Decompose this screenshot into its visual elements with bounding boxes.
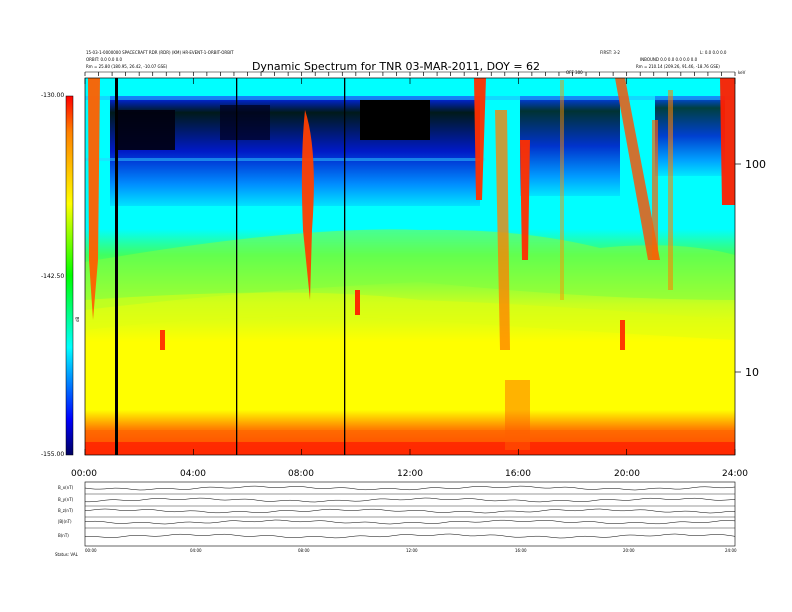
y-tick-100: 100	[745, 158, 766, 171]
colorbar-tick-bottom: -155.00	[41, 451, 65, 458]
x-tick-1600: 16:00	[505, 469, 531, 479]
mag-trace	[85, 497, 736, 503]
mag-panel-label-b: B(nT)	[58, 533, 69, 538]
mag-x-tick-1200: 12:00	[406, 548, 418, 553]
header-right-line-1: FIRST: 3-2	[600, 50, 620, 55]
colorbar-tick-mid: -142.50	[41, 273, 65, 280]
mag-panel-label-by: B_y(nT)	[58, 497, 74, 502]
header-right-line-4: Rm = 210.14 (209.26, 91.46, -18.76 GSE)	[636, 64, 720, 69]
x-tick-0400: 04:00	[180, 469, 206, 479]
chart-title: Dynamic Spectrum for TNR 03-MAR-2011, DO…	[251, 60, 541, 73]
x-tick-2400: 24:00	[722, 469, 748, 479]
colorbar-tick-top: -130.00	[41, 92, 65, 99]
mag-trace	[84, 519, 736, 525]
mag-x-ticks: 00:00 04:00 08:00 12:00 16:00 20:00 24:0…	[85, 548, 737, 554]
mag-trace	[84, 533, 736, 539]
header-left-line-2: ORBIT: 0.0 0.0 0.0	[86, 57, 123, 62]
mag-x-tick-2400: 24:00	[725, 548, 737, 553]
mag-x-tick-0000: 00:00	[85, 548, 97, 553]
mag-x-tick-0400: 04:00	[190, 548, 202, 553]
header-left-line-3: Rm = 25.80 (180.95, 26.42, -10.07 GSE)	[86, 64, 168, 69]
mag-x-tick-1600: 16:00	[515, 548, 527, 553]
status-footer: Status: VAL	[55, 552, 78, 557]
header-right-line-2: L: 0.0 0.0 0.0	[700, 50, 727, 55]
x-tick-1200: 12:00	[397, 469, 423, 479]
mag-panel-label-bz: B_z(nT)	[58, 508, 73, 513]
header-right-line-3: INBOUND 0.0 0.0 0.0 0.0 0.0	[640, 57, 698, 62]
spectrogram	[85, 78, 735, 455]
mag-x-tick-2000: 20:00	[623, 548, 635, 553]
mag-panel-label-babs: |B|(nT)	[58, 519, 72, 524]
header-mid-label: OFF 300	[566, 70, 583, 75]
mag-trace	[84, 508, 736, 514]
x-tick-2000: 20:00	[614, 469, 640, 479]
colorbar	[65, 95, 74, 456]
mag-panel-label-bx: B_x(nT)	[58, 485, 74, 490]
x-tick-0800: 08:00	[288, 469, 314, 479]
magnetometer-panels	[84, 481, 736, 547]
x-tick-0000: 00:00	[71, 469, 97, 479]
y-tick-10: 10	[745, 366, 759, 379]
mag-frame	[84, 481, 736, 547]
mag-trace	[84, 485, 736, 491]
top-right-tag: keV	[738, 70, 746, 75]
mag-x-tick-0800: 08:00	[298, 548, 310, 553]
header-left-line-1: 15-03-1-0000000 SPACECRAFT RDR (RDR) (KM…	[86, 50, 234, 55]
colorbar-label: dB	[75, 316, 80, 322]
